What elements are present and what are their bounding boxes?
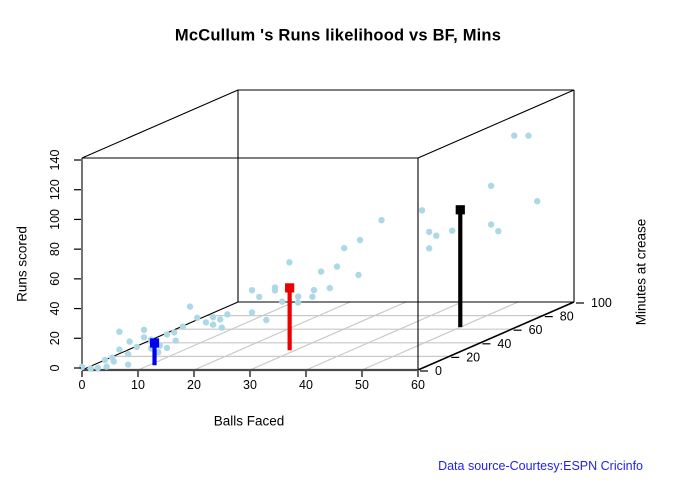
data-point — [116, 346, 123, 353]
data-point — [449, 227, 456, 234]
data-point — [333, 263, 341, 270]
data-point — [534, 198, 541, 205]
data-point — [341, 244, 348, 252]
data-point — [279, 298, 286, 305]
svg-text:60: 60 — [529, 323, 543, 337]
data-point — [310, 286, 318, 294]
data-point — [317, 268, 325, 275]
svg-text:0: 0 — [79, 378, 86, 392]
z-axis-title: Minutes at crease — [633, 218, 649, 326]
data-point — [163, 331, 171, 338]
data-point — [309, 293, 316, 300]
data-point — [511, 132, 518, 139]
svg-text:50: 50 — [355, 378, 369, 392]
data-point — [326, 284, 333, 292]
x-axis-title: Balls Faced — [213, 413, 285, 429]
svg-text:0: 0 — [435, 364, 442, 378]
svg-text:10: 10 — [131, 378, 145, 392]
data-point — [140, 326, 148, 333]
data-point — [87, 365, 94, 372]
data-point — [224, 311, 231, 318]
data-point — [110, 358, 118, 365]
data-point — [487, 182, 495, 189]
data-point — [171, 329, 178, 336]
svg-text:140: 140 — [48, 150, 62, 171]
svg-text:100: 100 — [591, 296, 612, 310]
highlight-markers — [149, 205, 465, 366]
data-point — [355, 271, 362, 279]
data-point — [126, 338, 133, 345]
data-point — [248, 287, 256, 294]
data-point — [218, 324, 225, 331]
svg-text:120: 120 — [48, 179, 62, 200]
floor-grid — [113, 301, 543, 371]
black-likelihood-marker-head — [455, 205, 465, 215]
data-point — [163, 344, 171, 352]
data-point — [426, 228, 433, 236]
data-point — [194, 314, 201, 321]
data-point — [433, 232, 440, 239]
data-point — [495, 228, 502, 235]
red-likelihood-marker — [285, 283, 295, 351]
svg-text:80: 80 — [560, 310, 574, 324]
data-point — [78, 363, 86, 371]
data-point — [271, 287, 279, 294]
svg-text:60: 60 — [48, 272, 62, 286]
data-point — [202, 319, 210, 326]
y-axis-title: Runs scored — [14, 226, 30, 302]
data-point — [140, 334, 148, 341]
data-point — [263, 316, 270, 324]
svg-text:20: 20 — [466, 350, 480, 364]
data-point — [124, 351, 132, 358]
svg-text:20: 20 — [187, 378, 201, 392]
data-point — [94, 364, 102, 372]
data-point — [124, 361, 132, 368]
data-point — [487, 221, 495, 228]
data-point — [426, 245, 433, 252]
data-point — [116, 328, 123, 335]
svg-text:60: 60 — [411, 378, 425, 392]
data-point — [294, 299, 302, 306]
data-point — [172, 337, 179, 344]
data-point — [179, 323, 187, 330]
data-point — [294, 293, 302, 300]
blue-likelihood-marker-head — [149, 338, 160, 348]
svg-text:40: 40 — [48, 302, 62, 316]
data-point — [209, 321, 217, 328]
data-point — [103, 363, 110, 370]
data-point — [356, 236, 364, 244]
box-edges — [81, 89, 575, 372]
red-likelihood-marker-head — [285, 283, 295, 293]
data-point — [378, 217, 385, 224]
data-point — [217, 316, 224, 323]
data-point — [155, 349, 162, 356]
data-point — [133, 343, 140, 351]
blue-likelihood-marker — [149, 338, 160, 366]
svg-text:80: 80 — [48, 242, 62, 256]
data-point — [256, 293, 263, 301]
svg-text:20: 20 — [48, 331, 62, 345]
data-point — [248, 309, 256, 316]
svg-text:40: 40 — [299, 378, 313, 392]
svg-text:100: 100 — [48, 209, 62, 230]
data-point — [286, 259, 293, 266]
data-point — [101, 356, 109, 364]
chart-title: McCullum 's Runs likelihood vs BF, Mins — [174, 26, 502, 45]
data-point — [525, 132, 532, 139]
data-point — [209, 314, 217, 321]
data-points — [78, 132, 541, 372]
black-likelihood-marker — [455, 205, 465, 328]
data-point — [418, 207, 426, 214]
data-source-credit: Data source-Courtesy:ESPN Cricinfo — [438, 459, 643, 473]
data-point — [186, 303, 194, 310]
svg-text:30: 30 — [243, 378, 257, 392]
axis-ticks-and-labels: 0 10 20 30 40 50 60 0 20 40 60 80 100 120 140 0 20 40 60 80… — [48, 150, 612, 392]
svg-text:0: 0 — [48, 364, 62, 371]
svg-text:40: 40 — [497, 337, 511, 351]
